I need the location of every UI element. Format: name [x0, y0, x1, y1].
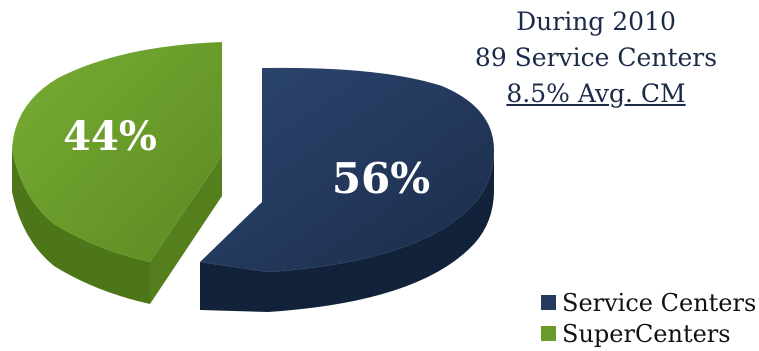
- chart-legend: Service Centers SuperCenters: [541, 287, 756, 349]
- legend-swatch-service-centers: [541, 295, 556, 310]
- slice-label-service-centers: 56%: [332, 154, 430, 203]
- title-line-3: 8.5% Avg. CM: [506, 79, 686, 108]
- slice-side: [200, 150, 494, 312]
- slice-top: [12, 42, 222, 262]
- legend-label-service-centers: Service Centers: [562, 288, 757, 317]
- legend-swatch-supercenters: [541, 326, 556, 341]
- slice-top: [200, 67, 494, 273]
- legend-label-supercenters: SuperCenters: [562, 319, 731, 348]
- slice-side: [12, 150, 150, 304]
- slice-label-supercenters: 44%: [63, 113, 157, 160]
- slice-side-inner: [150, 156, 222, 304]
- pie-slice-service-centers: 56%: [200, 67, 494, 312]
- chart-title: During 2010 89 Service Centers 8.5% Avg.…: [451, 4, 741, 112]
- legend-item-supercenters: SuperCenters: [541, 318, 756, 349]
- title-line-2: 89 Service Centers: [474, 43, 718, 72]
- title-line-1: During 2010: [516, 7, 676, 36]
- legend-item-service-centers: Service Centers: [541, 287, 756, 318]
- pie-slice-supercenters: 44%: [12, 42, 222, 304]
